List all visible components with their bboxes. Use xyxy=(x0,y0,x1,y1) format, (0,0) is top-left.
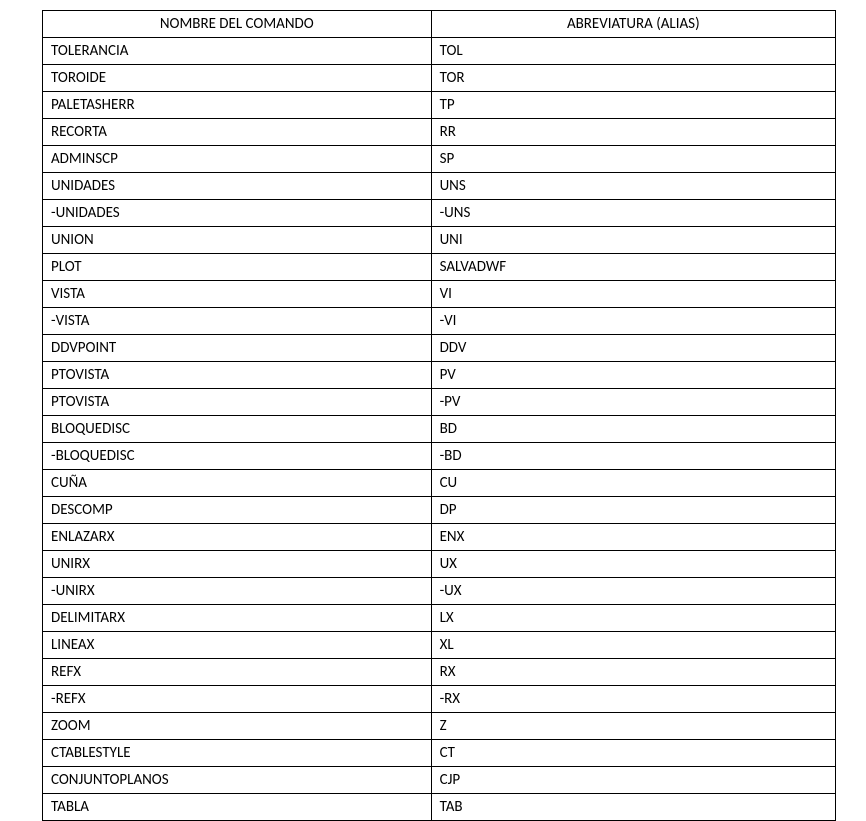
table-row: CUÑACU xyxy=(43,470,836,497)
table-row: UNIDADESUNS xyxy=(43,173,836,200)
table-row: CONJUNTOPLANOSCJP xyxy=(43,767,836,794)
table-row: TOLERANCIATOL xyxy=(43,38,836,65)
cell-command-name: -UNIDADES xyxy=(43,200,432,227)
cell-alias: RX xyxy=(431,659,835,686)
table-row: PTOVISTAPV xyxy=(43,362,836,389)
cell-alias: ENX xyxy=(431,524,835,551)
cell-command-name: UNIRX xyxy=(43,551,432,578)
cell-command-name: DESCOMP xyxy=(43,497,432,524)
table-row: UNIONUNI xyxy=(43,227,836,254)
cell-command-name: TOROIDE xyxy=(43,65,432,92)
cell-command-name: -BLOQUEDISC xyxy=(43,443,432,470)
cell-alias: DDV xyxy=(431,335,835,362)
table-row: ENLAZARXENX xyxy=(43,524,836,551)
cell-alias: DP xyxy=(431,497,835,524)
cell-command-name: -REFX xyxy=(43,686,432,713)
cell-command-name: PALETASHERR xyxy=(43,92,432,119)
cell-command-name: PLOT xyxy=(43,254,432,281)
cell-alias: LX xyxy=(431,605,835,632)
cell-command-name: -VISTA xyxy=(43,308,432,335)
table-header-row: NOMBRE DEL COMANDO ABREVIATURA (ALIAS) xyxy=(43,11,836,38)
cell-alias: UNS xyxy=(431,173,835,200)
cell-alias: -UNS xyxy=(431,200,835,227)
cell-alias: BD xyxy=(431,416,835,443)
table-row: PTOVISTA-PV xyxy=(43,389,836,416)
cell-command-name: RECORTA xyxy=(43,119,432,146)
table-row: RECORTARR xyxy=(43,119,836,146)
cell-alias: Z xyxy=(431,713,835,740)
table-row: DESCOMPDP xyxy=(43,497,836,524)
cell-alias: UX xyxy=(431,551,835,578)
cell-command-name: ENLAZARX xyxy=(43,524,432,551)
cell-alias: TP xyxy=(431,92,835,119)
cell-alias: SALVADWF xyxy=(431,254,835,281)
table-row: UNIRXUX xyxy=(43,551,836,578)
cell-command-name: TOLERANCIA xyxy=(43,38,432,65)
commands-table: NOMBRE DEL COMANDO ABREVIATURA (ALIAS) T… xyxy=(42,10,836,821)
table-row: -UNIDADES-UNS xyxy=(43,200,836,227)
table-row: BLOQUEDISCBD xyxy=(43,416,836,443)
table-row: ZOOMZ xyxy=(43,713,836,740)
cell-command-name: TABLA xyxy=(43,794,432,821)
table-row: -BLOQUEDISC-BD xyxy=(43,443,836,470)
cell-alias: CT xyxy=(431,740,835,767)
cell-alias: UNI xyxy=(431,227,835,254)
cell-command-name: REFX xyxy=(43,659,432,686)
cell-alias: -BD xyxy=(431,443,835,470)
cell-alias: TOL xyxy=(431,38,835,65)
cell-command-name: DELIMITARX xyxy=(43,605,432,632)
cell-command-name: BLOQUEDISC xyxy=(43,416,432,443)
cell-alias: TAB xyxy=(431,794,835,821)
header-alias: ABREVIATURA (ALIAS) xyxy=(431,11,835,38)
table-row: DDVPOINTDDV xyxy=(43,335,836,362)
cell-command-name: PTOVISTA xyxy=(43,389,432,416)
cell-alias: -PV xyxy=(431,389,835,416)
table-row: TOROIDETOR xyxy=(43,65,836,92)
cell-alias: PV xyxy=(431,362,835,389)
cell-alias: VI xyxy=(431,281,835,308)
table-body: TOLERANCIATOLTOROIDETORPALETASHERRTPRECO… xyxy=(43,38,836,821)
table-row: TABLATAB xyxy=(43,794,836,821)
table-row: -VISTA-VI xyxy=(43,308,836,335)
table-row: REFXRX xyxy=(43,659,836,686)
cell-alias: -VI xyxy=(431,308,835,335)
table-row: LINEAXXL xyxy=(43,632,836,659)
cell-command-name: -UNIRX xyxy=(43,578,432,605)
cell-command-name: VISTA xyxy=(43,281,432,308)
cell-alias: -UX xyxy=(431,578,835,605)
cell-command-name: CONJUNTOPLANOS xyxy=(43,767,432,794)
cell-alias: CU xyxy=(431,470,835,497)
table-row: PALETASHERRTP xyxy=(43,92,836,119)
cell-alias: RR xyxy=(431,119,835,146)
cell-command-name: PTOVISTA xyxy=(43,362,432,389)
table-row: DELIMITARXLX xyxy=(43,605,836,632)
cell-command-name: ZOOM xyxy=(43,713,432,740)
cell-command-name: UNIDADES xyxy=(43,173,432,200)
cell-command-name: ADMINSCP xyxy=(43,146,432,173)
cell-command-name: LINEAX xyxy=(43,632,432,659)
cell-alias: TOR xyxy=(431,65,835,92)
cell-command-name: UNION xyxy=(43,227,432,254)
table-row: PLOTSALVADWF xyxy=(43,254,836,281)
table-row: CTABLESTYLECT xyxy=(43,740,836,767)
cell-command-name: CTABLESTYLE xyxy=(43,740,432,767)
cell-command-name: CUÑA xyxy=(43,470,432,497)
table-row: -UNIRX-UX xyxy=(43,578,836,605)
cell-alias: XL xyxy=(431,632,835,659)
table-row: VISTAVI xyxy=(43,281,836,308)
page: NOMBRE DEL COMANDO ABREVIATURA (ALIAS) T… xyxy=(0,0,866,821)
cell-alias: SP xyxy=(431,146,835,173)
table-row: -REFX-RX xyxy=(43,686,836,713)
cell-alias: CJP xyxy=(431,767,835,794)
header-command-name: NOMBRE DEL COMANDO xyxy=(43,11,432,38)
cell-alias: -RX xyxy=(431,686,835,713)
cell-command-name: DDVPOINT xyxy=(43,335,432,362)
table-row: ADMINSCPSP xyxy=(43,146,836,173)
